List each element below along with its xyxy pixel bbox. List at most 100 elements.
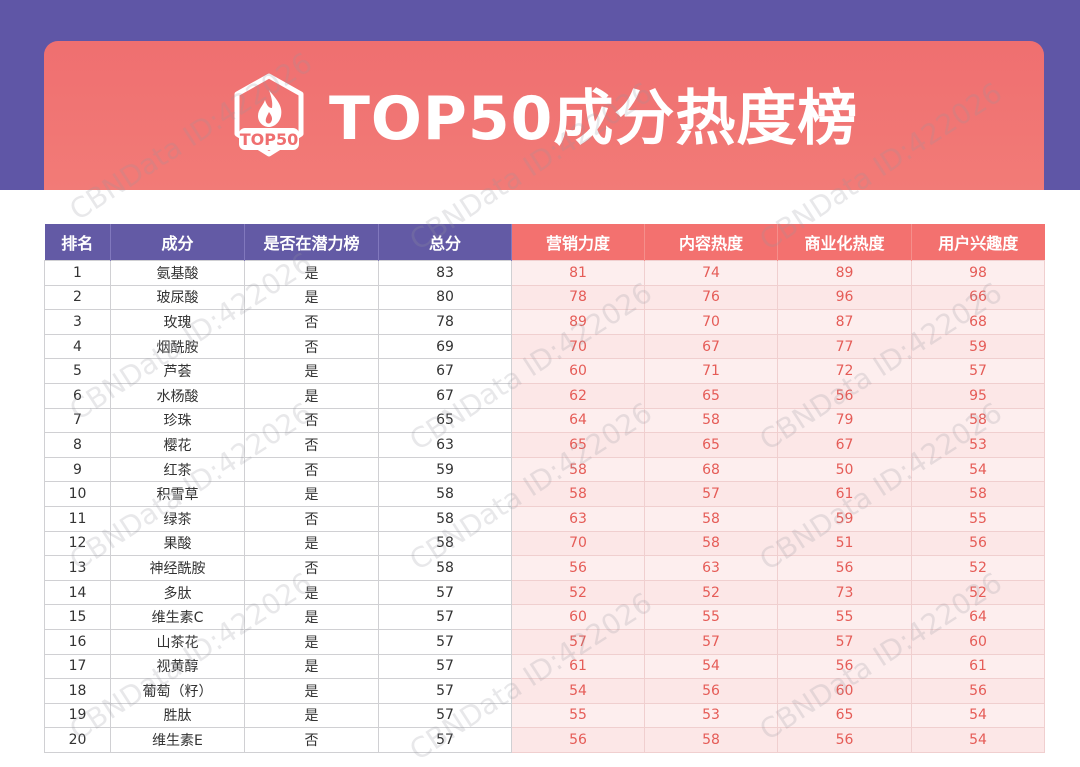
table-cell: 18 (44, 678, 111, 704)
table-cell: 79 (777, 407, 912, 434)
table-cell: 15 (44, 604, 111, 630)
table-cell: 是 (244, 481, 379, 507)
table-cell: 20 (44, 727, 111, 753)
table-cell: 58 (911, 407, 1045, 434)
table-cell: 6 (44, 382, 111, 409)
column-header: 用户兴趣度 (911, 224, 1045, 261)
table-cell: 78 (378, 309, 512, 335)
column-header: 商业化热度 (777, 224, 912, 261)
table-cell: 芦荟 (110, 358, 245, 384)
table-cell: 67 (378, 358, 512, 384)
table-row: 18 葡萄（籽）是 57 54 56 60 56 (44, 678, 1045, 704)
table-cell: 烟酰胺 (110, 333, 245, 360)
table-cell: 果酸 (110, 530, 245, 557)
table-cell: 13 (44, 555, 111, 581)
table-cell: 58 (644, 727, 778, 753)
table-cell: 58 (644, 505, 778, 532)
table-cell: 多肽 (110, 579, 245, 606)
table-cell: 56 (644, 678, 778, 704)
table-cell: 10 (44, 481, 111, 507)
table-cell: 58 (511, 481, 645, 507)
table-cell: 是 (244, 579, 379, 606)
table-cell: 52 (644, 579, 778, 606)
table-cell: 57 (644, 481, 778, 507)
table-cell: 70 (644, 309, 778, 335)
table-cell: 87 (777, 309, 912, 335)
table-cell: 52 (911, 555, 1045, 581)
table-cell: 珍珠 (110, 407, 245, 434)
table-cell: 14 (44, 579, 111, 606)
table-cell: 否 (244, 727, 379, 753)
table-cell: 54 (911, 727, 1045, 753)
table-cell: 是 (244, 260, 379, 286)
table-cell: 58 (511, 456, 645, 483)
column-header: 排名 (44, 224, 111, 261)
table-cell: 53 (911, 432, 1045, 458)
table-cell: 59 (911, 333, 1045, 360)
table-cell: 51 (777, 530, 912, 557)
table-cell: 81 (511, 260, 645, 286)
table-cell: 7 (44, 407, 111, 434)
table-cell: 54 (911, 456, 1045, 483)
table-cell: 樱花 (110, 432, 245, 458)
table-cell: 积雪草 (110, 481, 245, 507)
table-cell: 66 (911, 284, 1045, 311)
table-row: 5 芦荟是 67 60 71 72 57 (44, 358, 1045, 384)
table-cell: 视黄醇 (110, 653, 245, 680)
table-row: 8 樱花否 63 65 65 67 53 (44, 432, 1045, 458)
table-cell: 60 (511, 604, 645, 630)
table-cell: 否 (244, 432, 379, 458)
column-header: 总分 (378, 224, 512, 261)
table-row: 7 珍珠否 65 64 58 79 58 (44, 407, 1045, 434)
table-cell: 59 (777, 505, 912, 532)
table-cell: 绿茶 (110, 505, 245, 532)
table-cell: 52 (511, 579, 645, 606)
table-cell: 63 (644, 555, 778, 581)
table-cell: 70 (511, 530, 645, 557)
table-cell: 16 (44, 628, 111, 655)
table-cell: 76 (644, 284, 778, 311)
table-cell: 57 (911, 358, 1045, 384)
table-cell: 8 (44, 432, 111, 458)
table-cell: 62 (511, 382, 645, 409)
table-cell: 11 (44, 505, 111, 532)
table-cell: 57 (777, 628, 912, 655)
table-row: 9 红茶否 59 58 68 50 54 (44, 456, 1045, 483)
table-cell: 神经酰胺 (110, 555, 245, 581)
table-cell: 55 (911, 505, 1045, 532)
table-cell: 是 (244, 358, 379, 384)
table-row: 2 玻尿酸是 80 78 76 96 66 (44, 284, 1045, 311)
column-header: 营销力度 (511, 224, 645, 261)
table-cell: 58 (644, 407, 778, 434)
table-cell: 56 (777, 382, 912, 409)
table-cell: 葡萄（籽） (110, 678, 245, 704)
table-cell: 1 (44, 260, 111, 286)
table-cell: 58 (378, 505, 512, 532)
table-cell: 65 (777, 702, 912, 729)
table-cell: 61 (777, 481, 912, 507)
table-cell: 60 (911, 628, 1045, 655)
table-cell: 69 (378, 333, 512, 360)
table-cell: 山茶花 (110, 628, 245, 655)
table-cell: 17 (44, 653, 111, 680)
table-row: 14 多肽是 57 52 52 73 52 (44, 579, 1045, 606)
table-cell: 63 (378, 432, 512, 458)
table-cell: 否 (244, 333, 379, 360)
table-cell: 77 (777, 333, 912, 360)
page-title: TOP50成分热度榜 (329, 84, 859, 154)
table-cell: 54 (911, 702, 1045, 729)
table-cell: 56 (777, 555, 912, 581)
table-cell: 55 (777, 604, 912, 630)
table-cell: 71 (644, 358, 778, 384)
table-cell: 56 (911, 530, 1045, 557)
table-cell: 58 (378, 555, 512, 581)
table-cell: 98 (911, 260, 1045, 286)
table-cell: 3 (44, 309, 111, 335)
table-cell: 是 (244, 702, 379, 729)
table-row: 19 胜肽是 57 55 53 65 54 (44, 702, 1045, 729)
table-cell: 89 (511, 309, 645, 335)
table-cell: 68 (911, 309, 1045, 335)
table-row: 12 果酸是 58 70 58 51 56 (44, 530, 1045, 557)
table-cell: 玫瑰 (110, 309, 245, 335)
table-cell: 60 (511, 358, 645, 384)
